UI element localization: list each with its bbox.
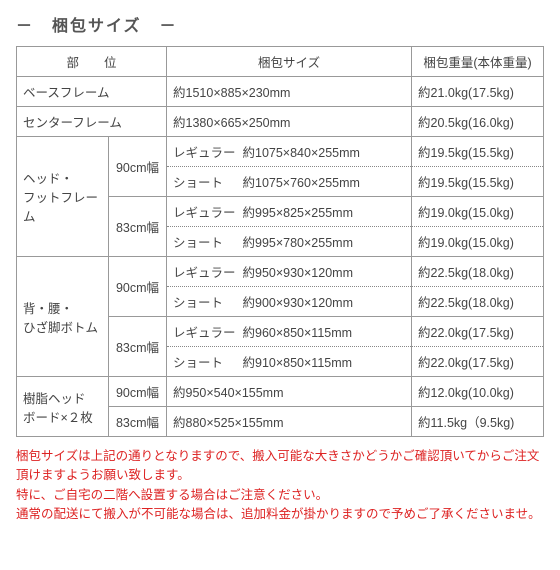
cell-weight: 約11.5kg（9.5kg) bbox=[412, 407, 544, 437]
cell-size: ショート 約1075×760×255mm bbox=[167, 167, 412, 197]
size-value: 約1075×840×255mm bbox=[243, 146, 360, 160]
page-title: － 梱包サイズ － bbox=[16, 12, 544, 36]
row-headboard-90: 樹脂ヘッド ボード×２枚 90cm幅 約950×540×155mm 約12.0k… bbox=[17, 377, 544, 407]
cell-width-90: 90cm幅 bbox=[109, 377, 167, 407]
size-type: ショート bbox=[173, 352, 239, 371]
size-type: レギュラー bbox=[173, 202, 239, 221]
cell-size: レギュラー 約960×850×115mm bbox=[167, 317, 412, 347]
size-value: 約910×850×115mm bbox=[243, 356, 353, 370]
cell-size: ショート 約910×850×115mm bbox=[167, 347, 412, 377]
cell-weight: 約19.0kg(15.0kg) bbox=[412, 197, 544, 227]
header-weight: 梱包重量(本体重量) bbox=[412, 47, 544, 77]
cell-size: ショート 約995×780×255mm bbox=[167, 227, 412, 257]
size-value: 約995×780×255mm bbox=[243, 236, 354, 250]
size-value: 約960×850×115mm bbox=[243, 326, 353, 340]
cell-weight: 約21.0kg(17.5kg) bbox=[412, 77, 544, 107]
size-type: ショート bbox=[173, 232, 239, 251]
header-part: 部 位 bbox=[17, 47, 167, 77]
notice-line: 通常の配送にて搬入が不可能な場合は、追加料金が掛かりますので予めご了承くださいま… bbox=[16, 505, 544, 524]
notice-line: 特に、ご自宅の二階へ設置する場合はご注意ください。 bbox=[16, 486, 544, 505]
size-type: レギュラー bbox=[173, 262, 239, 281]
row-headfoot-90-reg: ヘッド・ フットフレーム 90cm幅 レギュラー 約1075×840×255mm… bbox=[17, 137, 544, 167]
size-value: 約900×930×120mm bbox=[243, 296, 354, 310]
cell-width-83: 83cm幅 bbox=[109, 317, 167, 377]
cell-weight: 約22.0kg(17.5kg) bbox=[412, 347, 544, 377]
cell-size: レギュラー 約995×825×255mm bbox=[167, 197, 412, 227]
row-base-frame: ベースフレーム 約1510×885×230mm 約21.0kg(17.5kg) bbox=[17, 77, 544, 107]
cell-weight: 約19.5kg(15.5kg) bbox=[412, 167, 544, 197]
cell-weight: 約22.5kg(18.0kg) bbox=[412, 257, 544, 287]
notice-block: 梱包サイズは上記の通りとなりますので、搬入可能な大きさかどうかご確認頂いてからご… bbox=[16, 447, 544, 525]
cell-part: ヘッド・ フットフレーム bbox=[17, 137, 109, 257]
cell-part: センターフレーム bbox=[17, 107, 167, 137]
cell-part: ベースフレーム bbox=[17, 77, 167, 107]
cell-size: 約950×540×155mm bbox=[167, 377, 412, 407]
cell-weight: 約12.0kg(10.0kg) bbox=[412, 377, 544, 407]
cell-size: 約1380×665×250mm bbox=[167, 107, 412, 137]
table-header-row: 部 位 梱包サイズ 梱包重量(本体重量) bbox=[17, 47, 544, 77]
cell-weight: 約19.0kg(15.0kg) bbox=[412, 227, 544, 257]
cell-width-83: 83cm幅 bbox=[109, 407, 167, 437]
cell-weight: 約20.5kg(16.0kg) bbox=[412, 107, 544, 137]
size-value: 約1075×760×255mm bbox=[243, 176, 360, 190]
size-type: ショート bbox=[173, 172, 239, 191]
size-type: レギュラー bbox=[173, 322, 239, 341]
notice-line: 梱包サイズは上記の通りとなりますので、搬入可能な大きさかどうかご確認頂いてからご… bbox=[16, 447, 544, 486]
packaging-size-table: 部 位 梱包サイズ 梱包重量(本体重量) ベースフレーム 約1510×885×2… bbox=[16, 46, 544, 437]
cell-weight: 約22.5kg(18.0kg) bbox=[412, 287, 544, 317]
cell-size: 約1510×885×230mm bbox=[167, 77, 412, 107]
size-type: レギュラー bbox=[173, 142, 239, 161]
size-type: ショート bbox=[173, 292, 239, 311]
cell-size: ショート 約900×930×120mm bbox=[167, 287, 412, 317]
row-bottom-90-reg: 背・腰・ ひざ脚ボトム 90cm幅 レギュラー 約950×930×120mm 約… bbox=[17, 257, 544, 287]
cell-size: 約880×525×155mm bbox=[167, 407, 412, 437]
cell-width-90: 90cm幅 bbox=[109, 137, 167, 197]
cell-part: 背・腰・ ひざ脚ボトム bbox=[17, 257, 109, 377]
size-value: 約995×825×255mm bbox=[243, 206, 354, 220]
cell-width-90: 90cm幅 bbox=[109, 257, 167, 317]
header-size: 梱包サイズ bbox=[167, 47, 412, 77]
cell-weight: 約19.5kg(15.5kg) bbox=[412, 137, 544, 167]
cell-weight: 約22.0kg(17.5kg) bbox=[412, 317, 544, 347]
size-value: 約950×930×120mm bbox=[243, 266, 354, 280]
cell-part: 樹脂ヘッド ボード×２枚 bbox=[17, 377, 109, 437]
row-center-frame: センターフレーム 約1380×665×250mm 約20.5kg(16.0kg) bbox=[17, 107, 544, 137]
cell-size: レギュラー 約950×930×120mm bbox=[167, 257, 412, 287]
cell-size: レギュラー 約1075×840×255mm bbox=[167, 137, 412, 167]
cell-width-83: 83cm幅 bbox=[109, 197, 167, 257]
